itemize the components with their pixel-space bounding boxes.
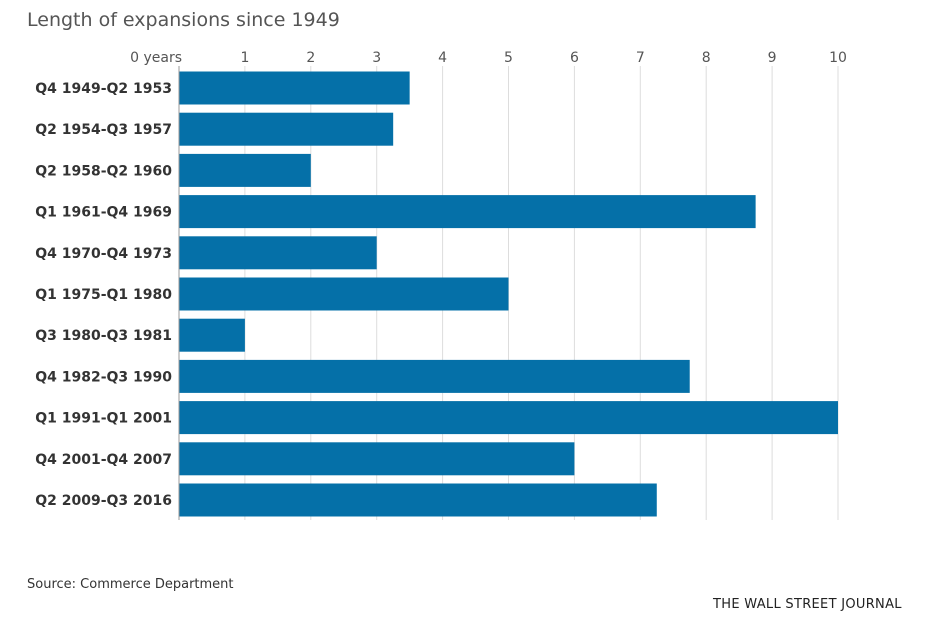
bar	[179, 71, 410, 105]
category-labels: Q4 1949-Q2 1953 Q2 1954-Q3 1957 Q2 1958-Q2…	[35, 81, 172, 509]
bar	[179, 153, 311, 187]
category-label: Q4 2001-Q4 2007	[35, 452, 172, 468]
bar	[179, 318, 245, 352]
category-label: Q4 1982-Q3 1990	[35, 369, 172, 385]
bar	[179, 277, 509, 311]
x-tick-labels: 0 years 1 2 3 4 5 6 7 8 9 10	[130, 50, 847, 66]
bar	[179, 236, 377, 270]
category-label: Q1 1975-Q1 1980	[35, 287, 172, 303]
x-tick-label: 5	[504, 50, 513, 66]
x-tick-label: 3	[372, 50, 381, 66]
x-tick-label: 2	[306, 50, 315, 66]
bar	[179, 442, 575, 476]
bar	[179, 483, 657, 517]
bar	[179, 359, 690, 393]
publisher-brand: THE WALL STREET JOURNAL	[713, 597, 902, 612]
category-label: Q2 1954-Q3 1957	[35, 122, 172, 138]
category-label: Q1 1961-Q4 1969	[35, 205, 172, 221]
x-tick-label: 0 years	[130, 50, 182, 66]
source-note: Source: Commerce Department	[27, 577, 234, 592]
x-tick-label: 9	[768, 50, 777, 66]
x-tick-label: 10	[829, 50, 847, 66]
bars	[179, 71, 838, 517]
x-tick-label: 1	[240, 50, 249, 66]
bar	[179, 195, 756, 229]
x-tick-label: 7	[636, 50, 645, 66]
x-tick-label: 8	[702, 50, 711, 66]
x-tick-label: 4	[438, 50, 447, 66]
category-label: Q2 2009-Q3 2016	[35, 493, 172, 509]
category-label: Q4 1970-Q4 1973	[35, 246, 172, 262]
category-label: Q2 1958-Q2 1960	[35, 163, 172, 179]
category-label: Q3 1980-Q3 1981	[35, 328, 172, 344]
x-tick-label: 6	[570, 50, 579, 66]
category-label: Q1 1991-Q1 2001	[35, 411, 172, 427]
chart-title: Length of expansions since 1949	[27, 9, 340, 31]
category-label: Q4 1949-Q2 1953	[35, 81, 172, 97]
bar	[179, 401, 838, 435]
bar	[179, 112, 394, 146]
